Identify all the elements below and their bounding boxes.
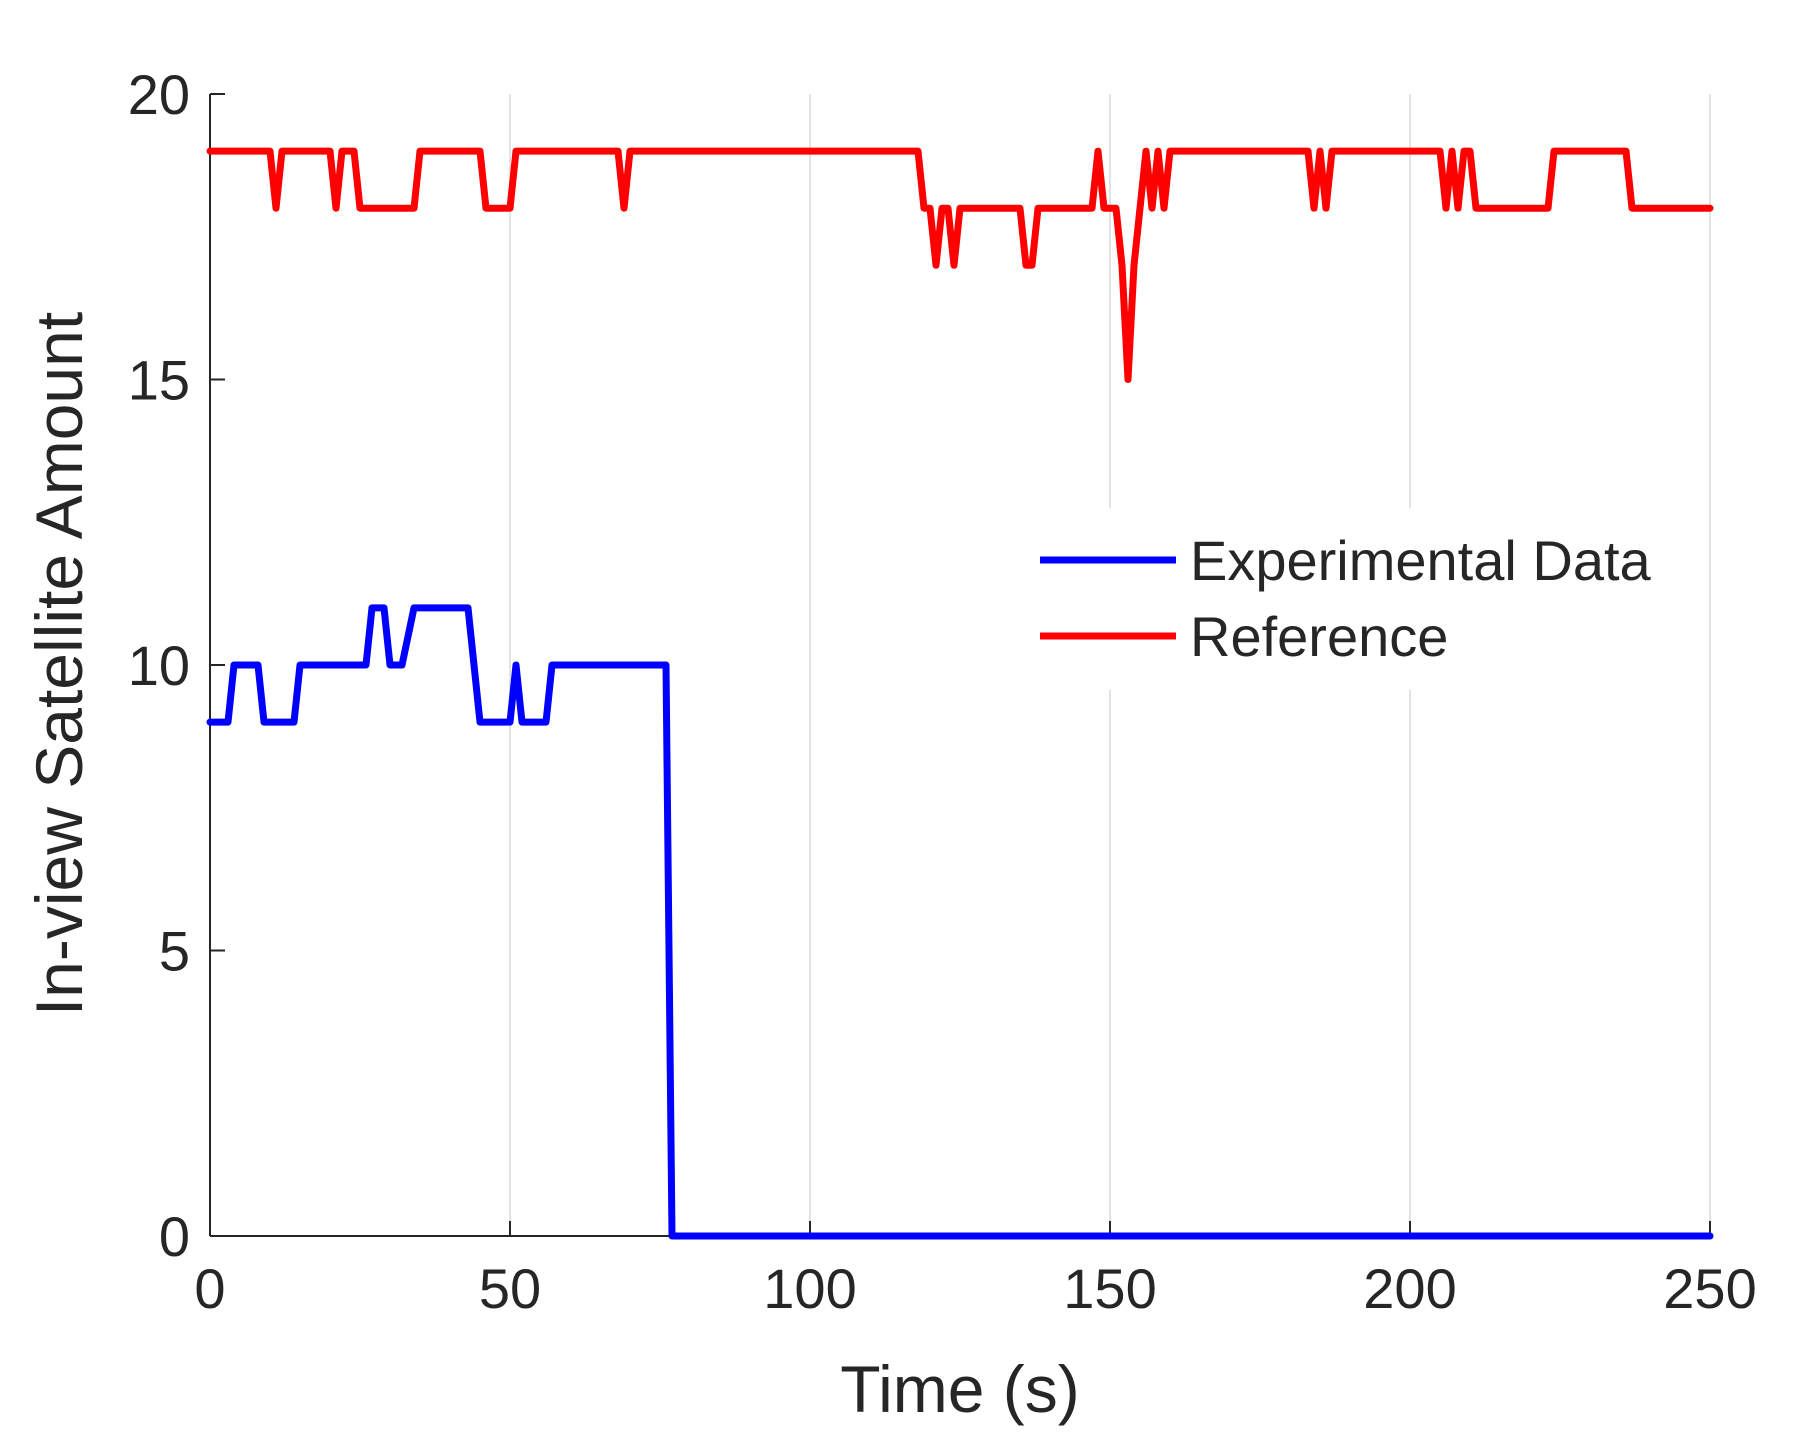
x-tick-label: 50 <box>479 1257 541 1320</box>
y-tick-label: 20 <box>128 63 190 126</box>
series-line-reference <box>206 147 1714 383</box>
legend-label: Experimental Data <box>1190 529 1652 592</box>
x-tick-label: 150 <box>1063 1257 1156 1320</box>
x-axis-label: Time (s) <box>840 1352 1080 1426</box>
x-tick-label: 200 <box>1363 1257 1456 1320</box>
legend-label: Reference <box>1190 605 1448 668</box>
y-axis-label: In-view Satellite Amount <box>22 312 96 1016</box>
x-tick-label: 0 <box>194 1257 225 1320</box>
legend-items: Experimental Data Reference <box>1040 529 1652 668</box>
y-tick-label: 5 <box>159 920 190 983</box>
legend-background <box>1020 508 1660 690</box>
series-line-experimental-data <box>206 604 1714 1240</box>
x-tick-label: 250 <box>1663 1257 1756 1320</box>
x-tick-label: 100 <box>763 1257 856 1320</box>
y-tick-label: 10 <box>128 634 190 697</box>
legend: Experimental Data Reference <box>1020 508 1660 690</box>
y-tick-label: 0 <box>159 1205 190 1268</box>
y-tick-label: 15 <box>128 349 190 412</box>
series-lines <box>206 147 1714 1240</box>
